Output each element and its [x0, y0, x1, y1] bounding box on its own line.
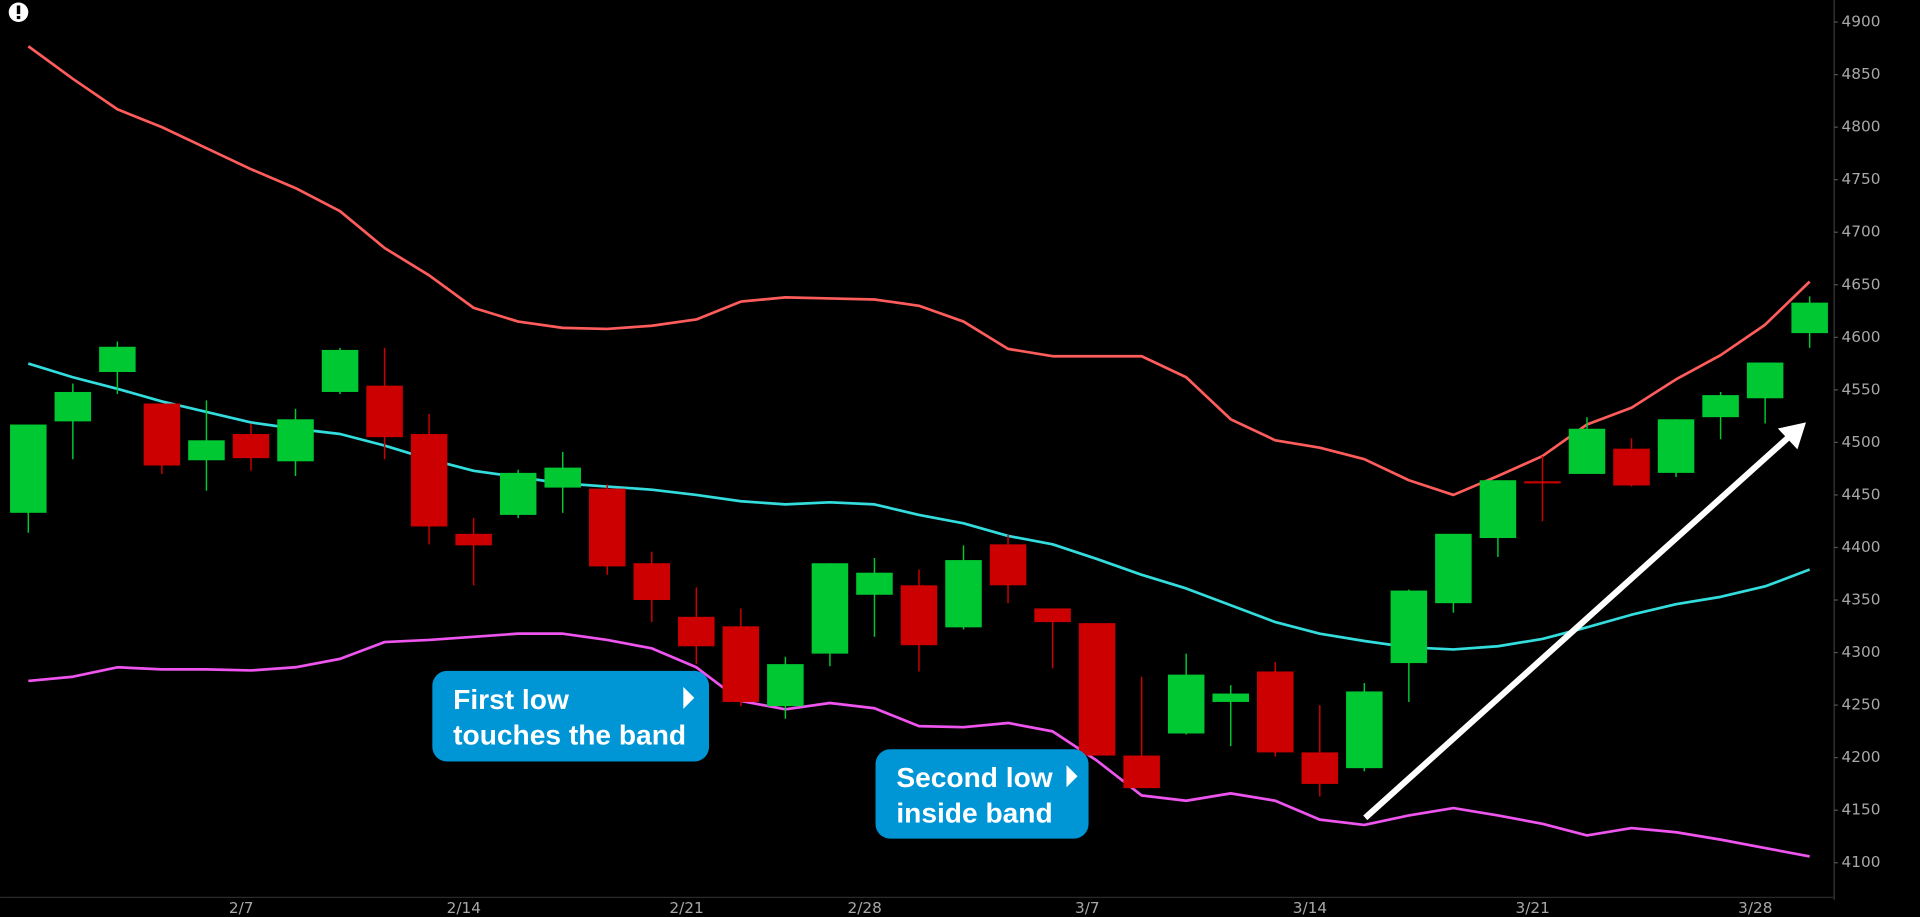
candle-body	[321, 349, 359, 392]
candle-body	[1167, 674, 1205, 734]
callout-box	[432, 670, 710, 762]
candle-body	[1212, 693, 1249, 702]
candle-body	[1346, 691, 1383, 769]
x-tick-label: 3/28	[1738, 899, 1772, 917]
y-tick-label: 4550	[1841, 380, 1880, 398]
band-line	[27, 45, 1811, 497]
band-line	[28, 632, 1810, 858]
candle-body	[1746, 362, 1784, 399]
callout-arrow	[683, 686, 695, 709]
candle-body	[232, 433, 270, 459]
y-tick-label: 4600	[1841, 328, 1880, 346]
candle-body	[1702, 395, 1739, 418]
y-tick-label: 4150	[1841, 801, 1880, 819]
callout-text: touches the band	[453, 719, 686, 750]
candle-body	[722, 626, 760, 702]
x-tick-label: 2/21	[669, 899, 703, 917]
annotations: First low touches the band Second low insid…	[432, 422, 1806, 839]
candle-body	[99, 346, 136, 372]
y-tick-label: 4200	[1841, 748, 1880, 766]
plot-area: 4100 4150 4200 4250 4300 4350 4400 4450 4500 4550…	[10, 13, 1880, 917]
x-tick-label: 2/28	[847, 899, 881, 917]
y-tick-label: 4850	[1841, 65, 1880, 83]
y-tick-label: 4100	[1841, 853, 1880, 871]
alert-bar	[16, 5, 21, 15]
candle-body	[1524, 481, 1561, 484]
candle-body	[945, 560, 982, 628]
candle-body	[143, 403, 181, 466]
y-tick-label: 4800	[1841, 118, 1880, 136]
x-tick-label: 3/7	[1075, 899, 1100, 917]
y-tick-label: 4350	[1841, 591, 1880, 609]
callout-text: Second low	[896, 762, 1052, 793]
candle-body	[54, 391, 92, 422]
y-tick-label: 4900	[1841, 13, 1880, 31]
band-line	[27, 362, 1811, 651]
callout-text: First low	[453, 684, 569, 715]
candle-body	[1301, 752, 1339, 784]
alert-dot	[16, 15, 21, 20]
candle-body	[633, 563, 671, 601]
y-tick-label: 4750	[1841, 170, 1880, 188]
candle-body	[856, 572, 893, 595]
alert-icon[interactable]	[8, 2, 29, 23]
candle-body	[1256, 671, 1294, 753]
candle-body	[499, 472, 537, 515]
x-tick-label: 3/14	[1293, 899, 1327, 917]
y-tick-label: 4250	[1841, 696, 1880, 714]
candle-body	[1791, 302, 1828, 334]
candle-body	[1657, 419, 1695, 473]
callout-arrow	[1066, 765, 1078, 788]
y-tick-label: 4450	[1841, 485, 1880, 503]
callout-text: inside band	[896, 798, 1052, 829]
candle-body	[1390, 590, 1428, 664]
callout-box	[875, 749, 1089, 839]
candle-body	[1435, 533, 1472, 604]
candle-body	[277, 419, 314, 462]
candle-body	[1078, 623, 1116, 756]
candle-body	[1568, 428, 1606, 474]
candle-body	[1123, 755, 1160, 789]
y-tick-label: 4300	[1841, 643, 1880, 661]
candle-body	[455, 533, 492, 546]
x-tick-label: 2/14	[447, 899, 481, 917]
candle-body	[188, 440, 225, 461]
candle-body	[588, 488, 626, 567]
candle-body	[544, 467, 581, 488]
trend-arrow-shaft	[1363, 433, 1793, 821]
candle-body	[1034, 608, 1071, 623]
candle-body	[10, 424, 47, 513]
y-tick-label: 4400	[1841, 538, 1880, 556]
y-tick-label: 4500	[1841, 433, 1880, 451]
candle-body	[767, 664, 804, 707]
candle-body	[1479, 480, 1517, 539]
candle-body	[678, 616, 715, 647]
candle-body	[811, 563, 849, 654]
candle-body	[366, 385, 403, 438]
candle-body	[900, 585, 938, 646]
y-tick-label: 4700	[1841, 223, 1880, 241]
x-tick-label: 2/7	[229, 899, 254, 917]
trend-arrow-head	[1777, 422, 1806, 450]
x-tick-label: 3/21	[1515, 899, 1549, 917]
y-tick-label: 4650	[1841, 275, 1880, 293]
candle-body	[410, 433, 448, 527]
candle-body	[989, 544, 1027, 586]
candle-body	[1613, 448, 1650, 486]
